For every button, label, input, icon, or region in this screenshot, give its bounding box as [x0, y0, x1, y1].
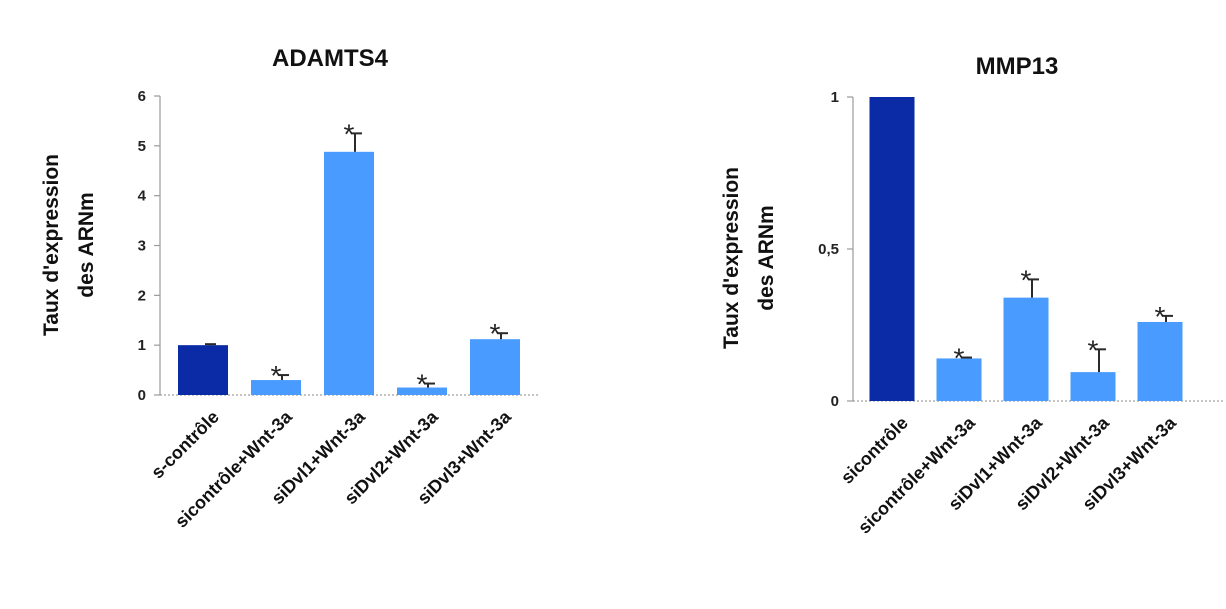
bar [470, 339, 520, 395]
y-tick-label: 1 [138, 337, 146, 354]
y-tick-label: 0,5 [818, 241, 839, 258]
y-tick-label: 0 [138, 387, 146, 404]
y-tick-label: 0 [831, 393, 839, 410]
bar [178, 345, 228, 395]
bar [1137, 321, 1183, 401]
y-axis-label-line-1: Taux d'expression [720, 167, 743, 349]
bar [324, 151, 374, 395]
y-axis-label-line-1: Taux d'expression [40, 154, 63, 336]
bar [251, 380, 301, 395]
significance-star: * [1088, 334, 1099, 365]
significance-star: * [954, 343, 965, 374]
y-axis-label: Taux d'expression des ARNm [720, 167, 778, 349]
significance-star: * [271, 360, 282, 391]
y-tick-label: 1 [831, 89, 839, 106]
x-tick-label: sicontrôle+Wnt-3a [854, 412, 980, 538]
chart-adamts4: ADAMTS4 Taux d'expression des ARNm 0 1 2 3 4… [40, 45, 540, 532]
bar [397, 387, 447, 395]
chart-mmp13: MMP13 Taux d'expression des ARNm 0 0,5 1 *… [720, 53, 1225, 538]
chart-title: MMP13 [976, 53, 1059, 80]
bar [936, 358, 982, 401]
significance-star: * [344, 118, 355, 149]
y-axis-label-line-2: des ARNm [75, 192, 98, 297]
significance-star: * [1021, 264, 1032, 295]
x-tick-label: s-contrôle [147, 407, 223, 483]
significance-star: * [1155, 301, 1166, 332]
y-tick-label: 6 [138, 88, 146, 105]
significance-star: * [417, 369, 428, 400]
bar [1070, 372, 1116, 401]
y-tick-label: 5 [138, 138, 146, 155]
y-axis-label: Taux d'expression des ARNm [40, 154, 98, 336]
bar [869, 97, 915, 401]
significance-star: * [490, 318, 501, 349]
y-tick-label: 4 [138, 188, 147, 205]
y-axis-label-line-2: des ARNm [755, 205, 778, 310]
y-tick-label: 3 [138, 238, 146, 255]
chart-title: ADAMTS4 [272, 45, 389, 72]
y-tick-label: 2 [138, 287, 146, 304]
bar [1003, 297, 1049, 401]
